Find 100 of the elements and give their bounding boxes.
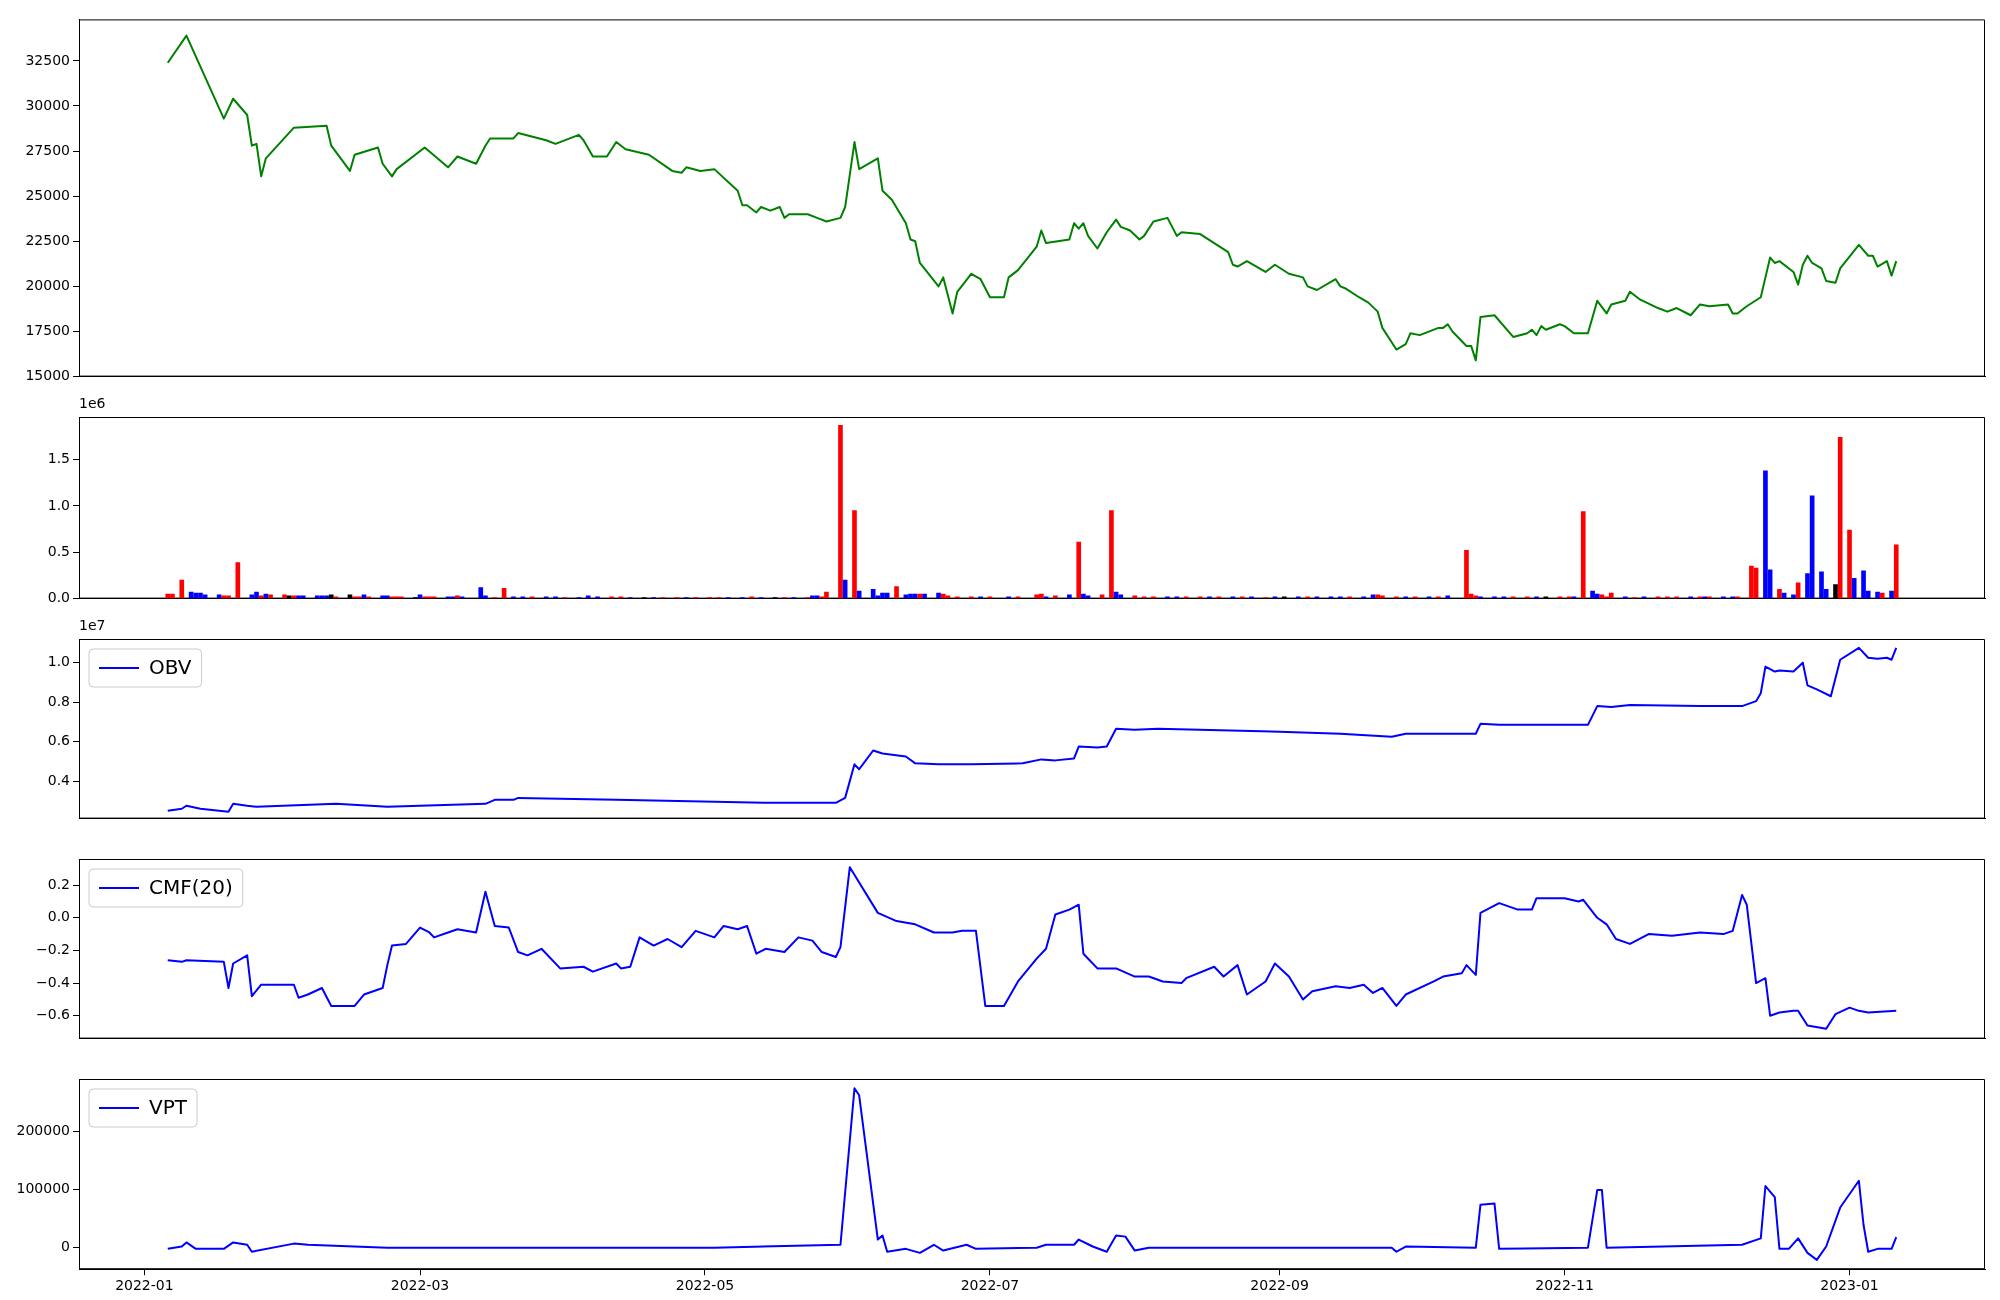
bar [221,595,227,599]
bar [258,595,264,599]
bar [1594,593,1600,599]
y-tick-label: 0.8 [47,692,70,709]
bar [852,510,857,599]
y-tick-label: 0.0 [47,589,70,606]
bar [838,425,843,599]
bar [1524,596,1530,599]
bar [1473,595,1479,599]
bar [1777,589,1782,599]
bar [1665,596,1670,599]
y-tick-label: 32500 [25,51,70,68]
bar [422,596,428,599]
x-tick-label: 2022-07 [960,1277,1020,1294]
legend-label: VPT [149,1095,188,1120]
bar [912,593,918,599]
y-tick-label: 1.0 [47,496,70,513]
bar [609,596,614,599]
bar [455,595,460,599]
bar [1053,595,1058,599]
x-tick-label: 2023-01 [1820,1277,1879,1294]
x-tick-label: 2022-09 [1250,1277,1309,1294]
y-tick-label: −0.6 [36,1006,71,1023]
y-tick-label: 1.0 [47,653,70,670]
bar [1566,596,1572,599]
bar [356,596,362,599]
bar [1893,544,1899,599]
bar [1707,596,1712,599]
bar [1702,596,1708,599]
bar [1464,550,1469,599]
y-tick-label: 0 [61,1238,70,1255]
y-tick-label: −0.2 [36,941,70,958]
x-tick-label: 2022-11 [1535,1277,1594,1294]
bar [1436,596,1441,599]
bar [1837,437,1843,599]
bar [978,596,983,599]
bar [165,593,171,599]
bar [1875,591,1880,599]
bar [1674,596,1680,599]
y-tick-label: 17500 [25,322,70,339]
bar [1394,596,1399,599]
y-tick-label: 0.6 [47,732,71,749]
bar [585,595,591,599]
bar [1361,596,1367,599]
bar [520,596,526,599]
y-tick-label: 100000 [16,1180,70,1197]
bar [1445,595,1451,599]
y-tick-label: 27500 [25,141,70,158]
bar [1749,565,1754,599]
bar [478,587,484,599]
legend-label: OBV [149,655,192,680]
y-tick-label: 22500 [25,231,70,248]
y-tick-label: 0.5 [47,542,70,559]
bar [1580,511,1586,599]
bar [1239,596,1245,599]
x-tick-label: 2022-03 [390,1277,450,1294]
y-tick-label: 1.5 [47,450,70,467]
bar [1622,596,1628,599]
bar [1879,592,1885,599]
bar [384,595,390,599]
bar [1197,596,1203,599]
bar [1501,596,1507,599]
bar [1151,596,1156,599]
bar [1174,596,1180,599]
bar [1889,590,1894,599]
bar [1132,595,1138,599]
bar [1510,596,1516,599]
bar [749,596,755,599]
y-tick-label: 30000 [25,96,70,113]
bar [1492,596,1497,599]
y-tick-label: 0.0 [47,908,70,925]
legend-label: CMF(20) [149,875,233,900]
bar [1534,596,1539,599]
bar [1847,529,1852,599]
bar [1249,596,1254,599]
bar [324,595,329,599]
bar [1403,596,1409,599]
bar [1688,596,1694,599]
y-tick-label: 0.4 [47,771,71,788]
bar [450,596,456,599]
y-tick-label: −0.4 [36,973,71,990]
bar [1207,596,1212,599]
bar [1347,596,1352,599]
text: 1e6 [79,394,106,411]
y-tick-label: 0.2 [47,875,70,892]
bar [1730,596,1736,599]
bar [1478,596,1483,599]
bar [940,593,946,599]
y-tick-label: 200000 [16,1121,70,1138]
bar [553,596,558,599]
bar [1763,470,1768,599]
bar [1851,577,1857,599]
bar [1721,596,1726,599]
bar [968,596,974,599]
bar [819,596,825,599]
bar [1735,596,1740,599]
bar [1295,596,1301,599]
bar [1081,593,1086,599]
bar [1608,592,1614,599]
bar [1006,596,1011,599]
